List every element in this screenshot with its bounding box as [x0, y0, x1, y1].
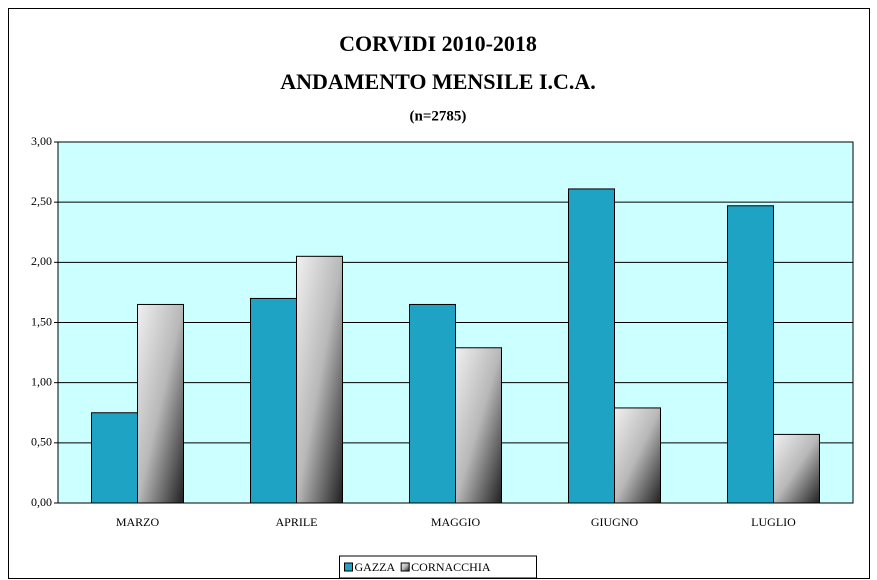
legend-label: CORNACCHIA	[411, 560, 491, 574]
bar	[250, 297, 297, 504]
legend-swatch	[400, 562, 410, 572]
y-tick-label: 3,00	[31, 134, 52, 148]
bar	[568, 188, 615, 504]
bar	[409, 303, 456, 504]
legend-label: GAZZA	[355, 560, 396, 574]
legend: GAZZA CORNACCHIA	[339, 555, 537, 579]
bar	[614, 407, 661, 504]
bar	[296, 255, 343, 504]
bar	[727, 205, 774, 504]
legend-box	[339, 555, 537, 579]
y-tick-label: 0,00	[31, 495, 52, 509]
y-tick-label: 0,50	[31, 435, 52, 449]
x-tick-label: APRILE	[276, 515, 318, 529]
y-tick-label: 1,50	[31, 314, 52, 328]
x-tick-label: GIUGNO	[591, 515, 639, 529]
bar	[773, 433, 820, 504]
chart-subtitle: ANDAMENTO MENSILE I.C.A.	[280, 69, 596, 94]
bar	[137, 303, 184, 504]
x-tick-label: MAGGIO	[431, 515, 481, 529]
y-tick-label: 1,00	[31, 374, 52, 388]
x-tick-label: LUGLIO	[751, 515, 796, 529]
chart-title: CORVIDI 2010-2018	[339, 31, 537, 56]
bar	[455, 347, 502, 504]
y-tick-label: 2,50	[31, 194, 52, 208]
bar	[91, 412, 138, 504]
y-tick-label: 2,00	[31, 254, 52, 268]
legend-swatch	[344, 562, 353, 572]
x-tick-label: MARZO	[116, 515, 160, 529]
chart-annotation: (n=2785)	[410, 108, 467, 124]
